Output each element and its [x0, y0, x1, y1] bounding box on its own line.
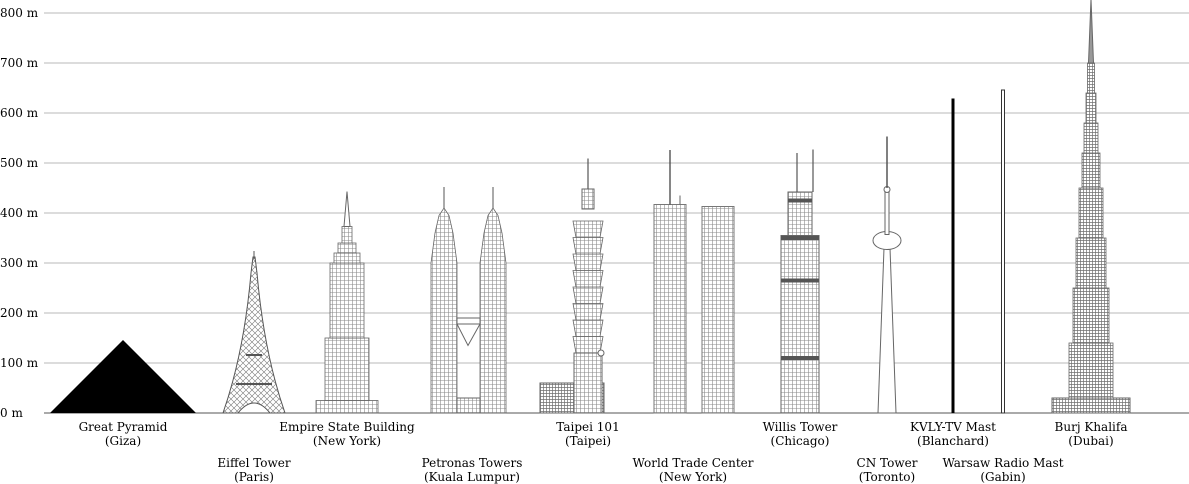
y-tick-label: 0 m	[0, 406, 23, 420]
y-tick-label: 200 m	[0, 306, 39, 320]
structure-name-label: Great Pyramid	[79, 420, 168, 434]
structure-name-label: CN Tower	[857, 456, 918, 470]
structure-place-label: (New York)	[313, 434, 381, 448]
kvly-tv-mast-shape	[951, 98, 955, 413]
y-tick-label: 300 m	[0, 256, 39, 270]
structure-name-label: Burj Khalifa	[1055, 420, 1128, 434]
world-trade-center-shape	[653, 150, 735, 414]
structure-place-label: (New York)	[659, 470, 727, 484]
structure-name-label: Petronas Towers	[422, 456, 523, 470]
structure-place-label: (Paris)	[234, 470, 274, 484]
structure-place-label: (Dubai)	[1068, 434, 1113, 448]
y-tick-label: 800 m	[0, 6, 39, 20]
structure-name-label: Eiffel Tower	[217, 456, 291, 470]
taipei-101-shape	[539, 158, 605, 414]
structure-name-label: Empire State Building	[279, 420, 415, 434]
willis-tower-shape	[780, 149, 820, 414]
great-pyramid-shape	[50, 340, 196, 413]
structure-place-label: (Gabin)	[980, 470, 1025, 484]
y-tick-label: 500 m	[0, 156, 39, 170]
gridlines	[44, 12, 1189, 414]
burj-khalifa-shape	[1051, 0, 1131, 414]
petronas-towers-shape	[430, 187, 507, 414]
y-tick-label: 700 m	[0, 56, 39, 70]
structure-place-label: (Chicago)	[771, 434, 830, 448]
structure-name-label: World Trade Center	[633, 456, 754, 470]
cn-tower-shape	[872, 136, 902, 414]
structure-place-label: (Toronto)	[859, 470, 915, 484]
structure-labels: Great Pyramid(Giza) Eiffel Tower(Paris) Em…	[79, 420, 1128, 484]
structures	[50, 0, 1131, 414]
warsaw-radio-mast-shape	[1001, 89, 1005, 414]
structure-name-label: Warsaw Radio Mast	[942, 456, 1063, 470]
eiffel-tower-shape	[222, 251, 286, 414]
structure-name-label: Willis Tower	[763, 420, 838, 434]
structure-place-label: (Giza)	[105, 434, 141, 448]
structure-place-label: (Taipei)	[565, 434, 611, 448]
empire-state-building-shape	[315, 191, 379, 414]
y-tick-label: 600 m	[0, 106, 39, 120]
structure-name-label: KVLY-TV Mast	[910, 420, 996, 434]
y-axis-ticks: 0 m 100 m 200 m 300 m 400 m 500 m 600 m 700 m 80…	[0, 6, 39, 420]
y-tick-label: 400 m	[0, 206, 39, 220]
structure-name-label: Taipei 101	[556, 420, 619, 434]
structure-place-label: (Blanchard)	[917, 434, 989, 448]
structure-place-label: (Kuala Lumpur)	[424, 470, 520, 484]
y-tick-label: 100 m	[0, 356, 39, 370]
